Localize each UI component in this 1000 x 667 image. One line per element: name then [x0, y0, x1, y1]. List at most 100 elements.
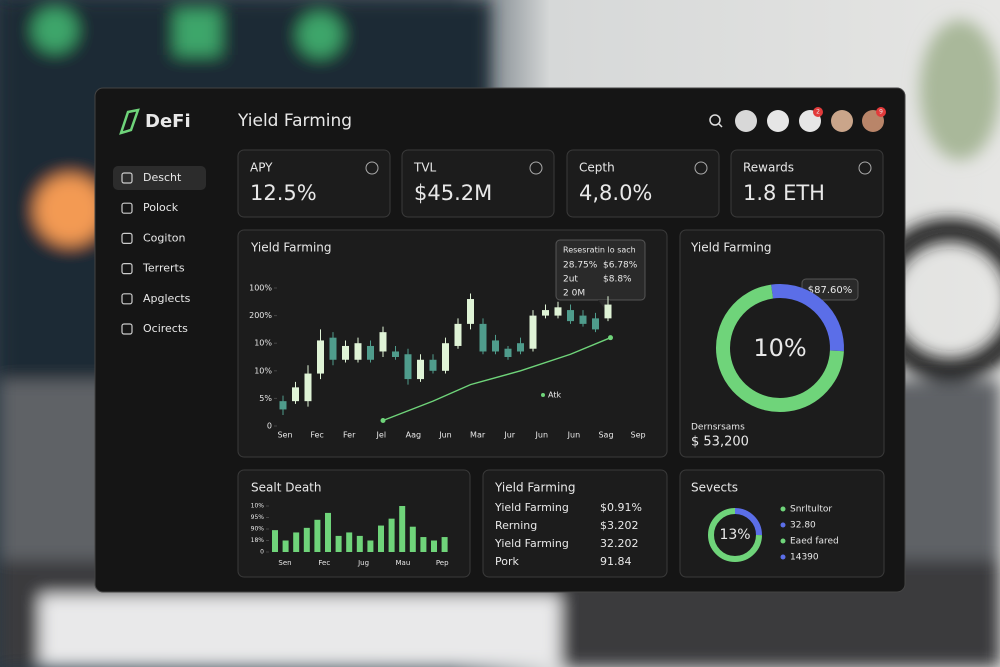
ring-segment: [708, 508, 762, 562]
candle-body: [317, 340, 324, 374]
legend-dot: [780, 538, 786, 544]
y-tick-label: 100%: [249, 284, 272, 293]
tooltip-pointer: [598, 300, 610, 308]
candle-body: [417, 359, 424, 380]
ring-amount: $ 53,200: [691, 435, 749, 450]
icon-button[interactable]: [735, 110, 757, 132]
x-tick-label: Jun: [567, 431, 581, 440]
legend-dot: [541, 393, 545, 397]
stat-card: [401, 149, 555, 218]
x-tick-label: Sep: [631, 431, 646, 440]
list-label: Yield Farming: [494, 501, 569, 514]
candle-body: [304, 373, 312, 402]
x-tick-label: Fec: [318, 559, 330, 567]
tooltip-text: 2ut: [563, 275, 578, 285]
bar: [303, 527, 310, 552]
ring-label: Dernsrsams: [691, 423, 745, 433]
candle-body: [392, 351, 399, 357]
trend-line: [382, 337, 611, 422]
legend-label: 14390: [790, 553, 819, 563]
info-icon: [694, 161, 708, 175]
y-tick-label: 0: [267, 422, 272, 431]
list-value: 32.202: [600, 537, 639, 550]
nav-icon: [121, 172, 133, 184]
bar: [409, 526, 416, 552]
legend-dot: [780, 522, 786, 528]
stat-label: Rewards: [743, 161, 794, 175]
candle-body: [542, 310, 549, 316]
y-tick-label: 5%: [259, 394, 272, 403]
y-tick-label: 95%: [251, 514, 265, 521]
x-tick-label: Jur: [503, 431, 515, 440]
bar: [272, 530, 278, 552]
small-ring-center: 13%: [719, 527, 750, 543]
header-icons: [709, 107, 886, 132]
x-tick-label: Sen: [277, 431, 292, 440]
stat-card: [730, 149, 884, 218]
x-tick-label: Sen: [278, 559, 291, 567]
bar: [388, 518, 395, 552]
x-tick-label: Pep: [436, 559, 449, 567]
nav-item[interactable]: Polock: [143, 201, 179, 214]
x-tick-label: Fer: [343, 431, 356, 440]
logo-icon: [119, 108, 140, 135]
stat-label: TVL: [413, 161, 437, 175]
nav-item[interactable]: Descht: [143, 171, 182, 184]
card-title: Sealt Death: [251, 481, 322, 495]
y-tick-label: 10%: [254, 366, 272, 375]
avatar[interactable]: [831, 110, 853, 132]
candle-body: [279, 401, 287, 410]
bar: [441, 537, 448, 552]
candle-body: [454, 323, 462, 346]
trend-dot: [380, 417, 386, 423]
nav-item[interactable]: Ocirects: [143, 322, 188, 335]
x-tick-label: Fec: [310, 431, 323, 440]
bar: [282, 540, 289, 552]
nav-icon: [121, 202, 133, 214]
bar: [335, 535, 342, 552]
card-title: Yield Farming: [250, 241, 332, 255]
nav-icon: [121, 323, 133, 335]
tooltip-title: Resesratin lo sach: [563, 246, 636, 255]
x-tick-label: Mar: [470, 431, 486, 440]
bar: [346, 532, 353, 552]
page-title: Yield Farming: [237, 111, 352, 131]
legend-dot: [780, 554, 786, 560]
candle-body: [379, 332, 387, 352]
candle-body: [342, 345, 349, 360]
stat-value: 12.5%: [250, 181, 317, 205]
bar: [431, 540, 437, 552]
x-tick-label: Mau: [396, 559, 411, 567]
tooltip-text: 28.75%: [563, 261, 598, 271]
nav-item[interactable]: Terrerts: [142, 262, 185, 275]
nav-icon: [121, 263, 133, 275]
candle-body: [554, 307, 562, 316]
list-value: $3.202: [600, 519, 639, 532]
stat-card: [566, 149, 720, 218]
legend-label: Eaed fared: [790, 537, 839, 547]
nav-item[interactable]: Apglects: [143, 292, 191, 305]
candle-body: [292, 387, 299, 402]
x-tick-label: Jun: [438, 431, 452, 440]
bar: [293, 532, 300, 552]
y-tick-label: 18%: [251, 537, 265, 544]
stat-label: Cepth: [579, 161, 615, 175]
x-tick-label: Jun: [535, 431, 549, 440]
card-title: Yield Farming: [494, 481, 576, 495]
candle-body: [604, 304, 612, 319]
x-tick-label: Aag: [406, 431, 421, 440]
nav-item[interactable]: Cogiton: [143, 231, 185, 244]
candle-body: [404, 354, 412, 380]
bar: [378, 525, 384, 552]
nav-icon: [121, 293, 133, 305]
candle-body: [592, 318, 599, 330]
logo: DeFi: [145, 111, 191, 132]
icon-button[interactable]: [767, 110, 789, 132]
y-tick-label: 10%: [254, 339, 272, 348]
list-label: Pork: [495, 555, 519, 568]
bar: [399, 506, 406, 552]
badge: 9: [879, 109, 883, 116]
list-label: Rerning: [495, 519, 537, 532]
